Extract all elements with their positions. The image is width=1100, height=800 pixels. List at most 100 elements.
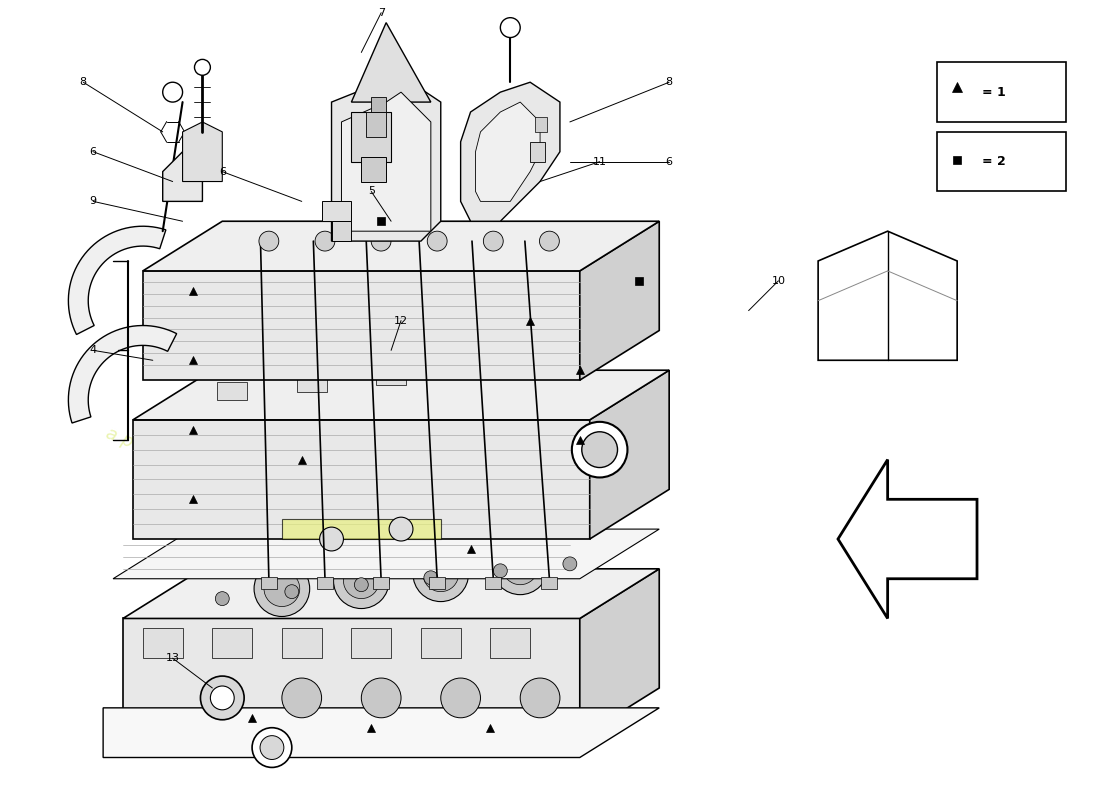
Polygon shape: [133, 420, 590, 539]
Circle shape: [412, 546, 469, 602]
Circle shape: [424, 571, 438, 585]
Polygon shape: [133, 370, 669, 420]
Text: 4: 4: [89, 346, 97, 355]
Circle shape: [441, 678, 481, 718]
Circle shape: [572, 422, 627, 478]
Polygon shape: [143, 271, 580, 380]
Circle shape: [563, 557, 576, 571]
Circle shape: [422, 556, 459, 592]
Bar: [218, 382, 248, 400]
Bar: [373, 577, 389, 589]
Bar: [535, 354, 565, 371]
Circle shape: [389, 517, 412, 541]
Circle shape: [282, 678, 321, 718]
Bar: [535, 117, 547, 132]
Bar: [376, 367, 406, 385]
Circle shape: [210, 686, 234, 710]
Bar: [541, 577, 558, 589]
Text: 12: 12: [394, 315, 408, 326]
Bar: [297, 374, 327, 392]
Polygon shape: [103, 708, 659, 758]
Text: = 1: = 1: [982, 86, 1005, 98]
Bar: [361, 157, 386, 182]
Bar: [321, 202, 351, 222]
Text: europar: europar: [321, 289, 571, 432]
Circle shape: [503, 549, 538, 585]
Circle shape: [500, 18, 520, 38]
Bar: [455, 360, 485, 378]
Bar: [317, 577, 333, 589]
Polygon shape: [113, 529, 659, 578]
Circle shape: [163, 82, 183, 102]
Polygon shape: [818, 231, 957, 360]
Bar: [351, 112, 392, 162]
Polygon shape: [341, 92, 431, 231]
Bar: [372, 97, 386, 112]
Circle shape: [258, 231, 278, 251]
Circle shape: [483, 231, 503, 251]
Text: 5: 5: [367, 186, 375, 197]
Bar: [429, 577, 446, 589]
Circle shape: [285, 585, 299, 598]
Bar: [212, 629, 252, 658]
Circle shape: [216, 592, 229, 606]
Polygon shape: [163, 152, 202, 202]
Circle shape: [333, 553, 389, 609]
Bar: [491, 629, 530, 658]
Text: 10: 10: [771, 276, 785, 286]
Circle shape: [315, 231, 334, 251]
Circle shape: [195, 59, 210, 75]
Bar: [530, 142, 544, 162]
Polygon shape: [282, 519, 441, 539]
Bar: [421, 629, 461, 658]
Bar: [937, 62, 1066, 122]
Polygon shape: [838, 459, 977, 618]
Circle shape: [494, 564, 507, 578]
Polygon shape: [123, 618, 580, 738]
Bar: [485, 577, 502, 589]
Polygon shape: [123, 569, 659, 618]
Polygon shape: [331, 62, 441, 241]
Polygon shape: [461, 82, 560, 222]
Text: a passion for parts since 1985: a passion for parts since 1985: [103, 425, 362, 543]
Text: 6: 6: [666, 157, 673, 166]
Text: 13: 13: [166, 653, 179, 663]
Bar: [261, 577, 277, 589]
Text: 8: 8: [666, 78, 673, 87]
Text: 6: 6: [90, 146, 97, 157]
Circle shape: [252, 728, 292, 767]
Text: 6: 6: [219, 166, 225, 177]
Bar: [282, 629, 321, 658]
Polygon shape: [475, 102, 540, 202]
Bar: [351, 629, 392, 658]
Circle shape: [582, 432, 617, 467]
Polygon shape: [183, 122, 222, 182]
Circle shape: [520, 678, 560, 718]
Circle shape: [320, 527, 343, 551]
Text: 11: 11: [593, 157, 607, 166]
Circle shape: [202, 678, 242, 718]
Polygon shape: [580, 569, 659, 738]
Bar: [331, 222, 351, 241]
Circle shape: [343, 563, 379, 598]
Circle shape: [493, 539, 548, 594]
Polygon shape: [68, 226, 166, 334]
Text: = 2: = 2: [982, 155, 1005, 168]
Polygon shape: [580, 222, 659, 380]
Text: 7: 7: [377, 8, 385, 18]
Bar: [366, 112, 386, 137]
Text: 8: 8: [79, 78, 87, 87]
Polygon shape: [590, 370, 669, 539]
Circle shape: [254, 561, 310, 617]
Circle shape: [427, 231, 447, 251]
Text: 9: 9: [89, 196, 97, 206]
Circle shape: [200, 676, 244, 720]
Circle shape: [354, 578, 368, 592]
Circle shape: [264, 571, 299, 606]
Bar: [143, 629, 183, 658]
Polygon shape: [351, 22, 431, 102]
Polygon shape: [143, 222, 659, 271]
Circle shape: [260, 736, 284, 759]
Circle shape: [371, 231, 390, 251]
Polygon shape: [68, 326, 177, 423]
